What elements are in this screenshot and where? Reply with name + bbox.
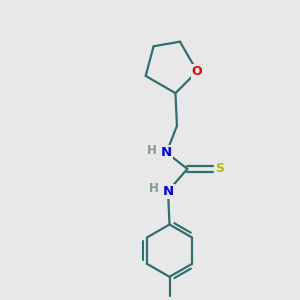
Text: H: H [147,144,157,157]
Text: N: N [163,185,174,198]
Text: S: S [214,162,224,176]
Text: N: N [161,146,172,159]
Text: O: O [192,65,203,78]
Text: H: H [149,182,159,195]
